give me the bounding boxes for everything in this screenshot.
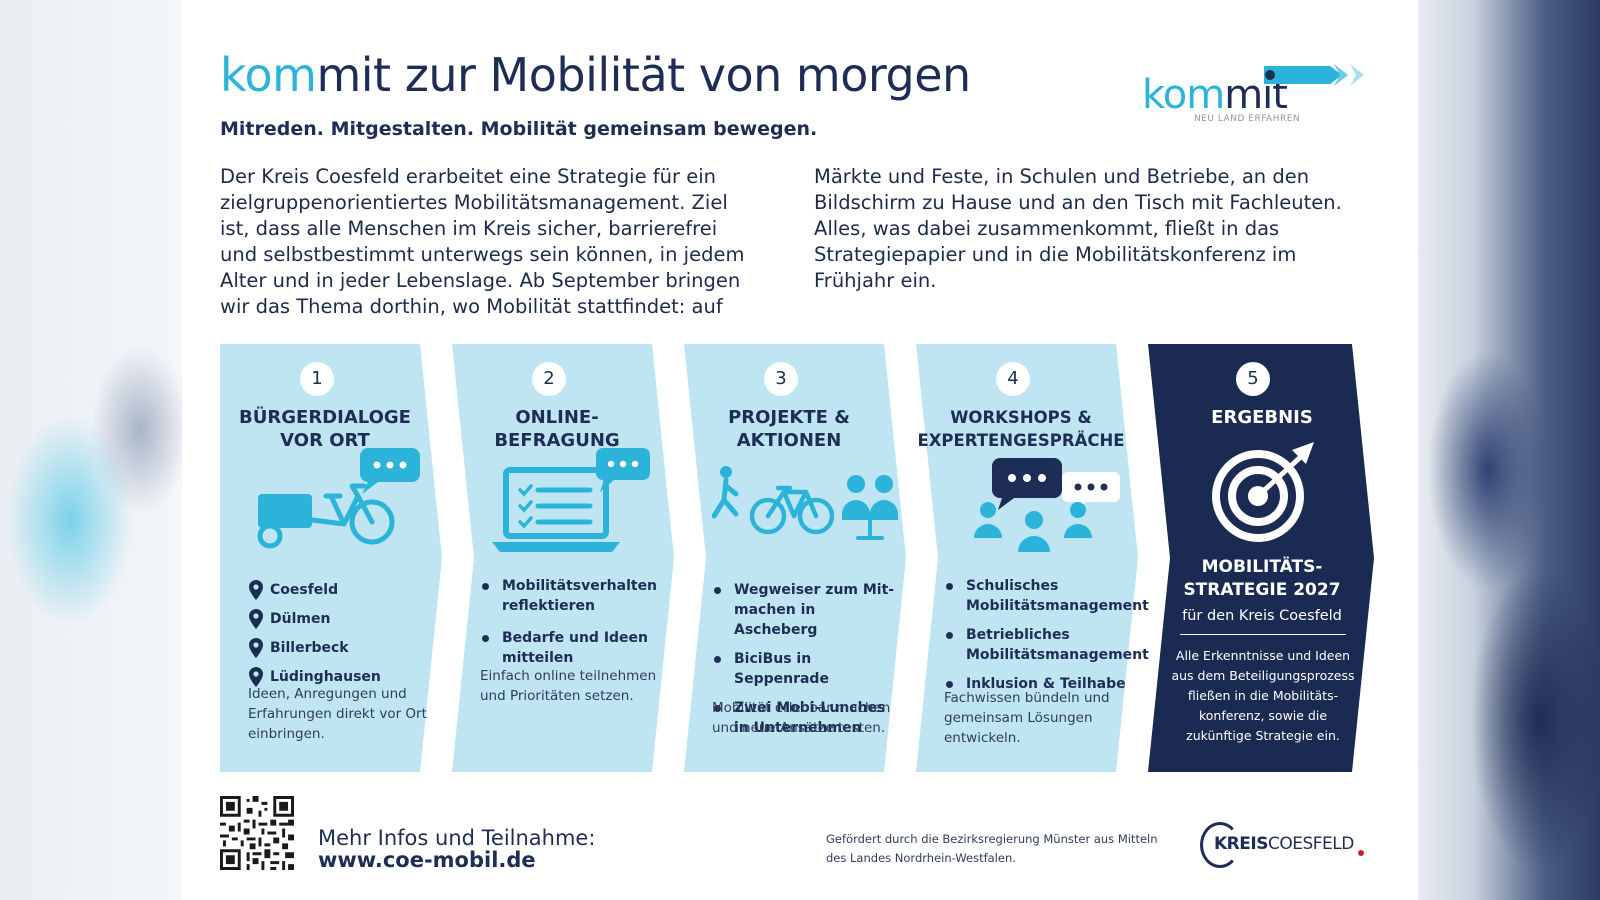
step-4: 4 WORKSHOPS & EXPERTENGESPRÄCHE Schulisch… [916, 344, 1149, 772]
cargo-bike-chat-icon [257, 448, 420, 549]
step-list: Mobilitätsverhalten reflektieren Bedarfe… [480, 576, 670, 677]
walker-bike-people-icon [712, 466, 898, 540]
process-steps: 1 BÜRGERDIALOGE VOR ORT Coesfeld Dülmen B… [220, 344, 1380, 772]
step-list: Wegweiser zum Mit- machen in Ascheberg B… [712, 580, 902, 747]
title-rest: mit zur Mobilität von morgen [316, 48, 971, 102]
intro-right: Märkte und Feste, in Schulen und Betrieb… [814, 165, 1342, 292]
list-item: BiciBus in Seppenrade [712, 649, 902, 689]
list-item: Bedarfe und Ideen mitteilen [480, 628, 670, 668]
laptop-checklist-icon [492, 448, 650, 552]
step-heading: WORKSHOPS & EXPERTENGESPRÄCHE [917, 408, 1125, 450]
divider [1180, 634, 1346, 635]
list-item: Billerbeck [248, 638, 438, 658]
step-heading: PROJEKTE & AKTIONEN [728, 407, 850, 451]
step-1: 1 BÜRGERDIALOGE VOR ORT Coesfeld Dülmen B… [220, 344, 450, 772]
step-number: 5 [1236, 362, 1270, 396]
step-list: Schulisches Mobilitätsmanagement Betrieb… [944, 576, 1149, 703]
funding-note: Gefördert durch die Bezirksregierung Mün… [826, 832, 1158, 865]
intro-left: Der Kreis Coesfeld erarbeitet eine Strat… [220, 165, 745, 318]
result-subtitle: für den Kreis Coesfeld [1182, 608, 1342, 624]
location-pin-icon [249, 667, 263, 687]
page-title: kommit zur Mobilität von morgen [220, 48, 971, 102]
more-info-label: Mehr Infos und Teilnahme: [318, 826, 596, 850]
step-number: 3 [764, 362, 798, 396]
location-pin-icon [249, 580, 263, 600]
location-pin-icon [249, 638, 263, 658]
step-number: 2 [532, 362, 566, 396]
result-title: MOBILITÄTS- STRATEGIE 2027 [1183, 557, 1341, 600]
list-item: Mobilitätsverhalten reflektieren [480, 576, 670, 616]
step-number: 1 [300, 362, 334, 396]
list-item: Coesfeld [248, 580, 438, 600]
step-number: 4 [996, 362, 1030, 396]
step-note: Mobilität erlebbar machen und neue Ansät… [712, 700, 891, 736]
website-link[interactable]: www.coe-mobil.de [318, 848, 536, 872]
list-item: Lüdinghausen [248, 667, 438, 687]
step-heading: BÜRGERDIALOGE VOR ORT [239, 407, 411, 451]
list-item: Zwei Mobi-Lunches in Unternehmen [712, 698, 902, 738]
list-item: Dülmen [248, 609, 438, 629]
step-note: Fachwissen bündeln und gemeinsam Lösunge… [944, 690, 1110, 746]
kreis-coesfeld-logo: KREISCOESFELD [1200, 822, 1380, 868]
list-item: Betriebliches Mobilitätsmanagement [944, 625, 1149, 665]
kommit-arrow-icon [1264, 64, 1364, 86]
poster: kommit zur Mobilität von morgen Mitreden… [182, 0, 1418, 900]
location-pin-icon [249, 609, 263, 629]
list-item: Inklusion & Teilhabe [944, 674, 1134, 694]
list-item: Schulisches Mobilitätsmanagement [944, 576, 1149, 616]
step-list: Coesfeld Dülmen Billerbeck Lüdinghausen [248, 580, 438, 696]
qr-code-icon[interactable] [220, 796, 294, 870]
step-note: Ideen, Anregungen und Erfahrungen direkt… [248, 686, 427, 742]
step-3: 3 PROJEKTE & AKTIONEN Wegweiser zum Mit- … [684, 344, 914, 772]
background-right [1418, 0, 1600, 900]
kommit-tagline: NEU LAND ERFAHREN [1194, 114, 1301, 124]
title-accent: kom [220, 48, 317, 102]
page-subtitle: Mitreden. Mitgestalten. Mobilität gemein… [220, 118, 818, 140]
step-5: 5 ERGEBNIS MOBILITÄTS- STRATEGIE 2027 für… [1148, 344, 1380, 772]
step-2: 2 ONLINE- BEFRAGUNG Mobilitätsverhalten r… [452, 344, 682, 772]
background-left [0, 0, 182, 900]
kommit-logo: kommit NEU LAND ERFAHREN [1142, 56, 1382, 128]
step-heading: ERGEBNIS [1211, 407, 1313, 428]
step-heading: ONLINE- BEFRAGUNG [494, 407, 620, 451]
list-item: Wegweiser zum Mit- machen in Ascheberg [712, 580, 902, 640]
group-discussion-icon [974, 458, 1120, 552]
target-arrow-icon [1212, 442, 1314, 542]
step-note: Alle Erkenntnisse und Ideen aus dem Bete… [1171, 648, 1355, 743]
step-note: Einfach online teilnehmen und Prioritäte… [480, 668, 657, 704]
